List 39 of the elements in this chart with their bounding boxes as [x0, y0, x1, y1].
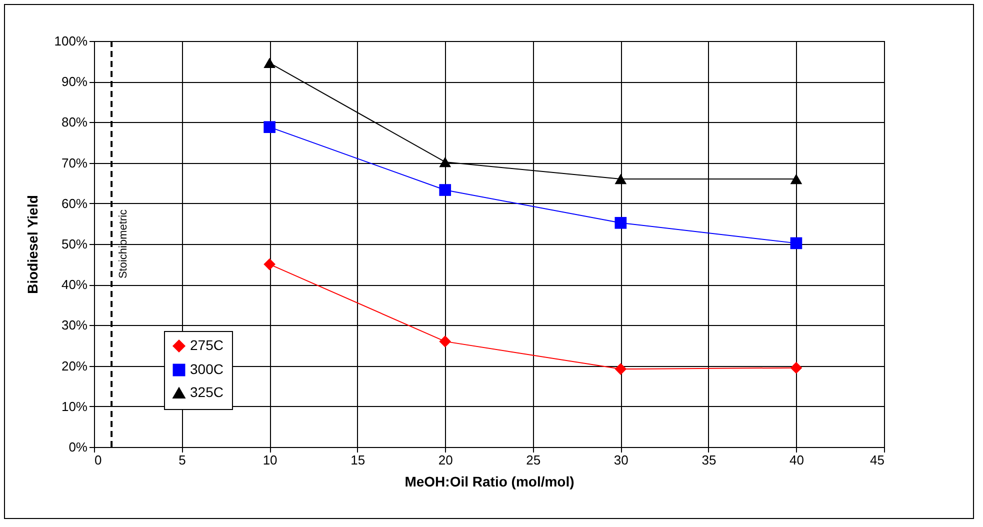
- point: [264, 58, 276, 68]
- y-tick-label: 100%: [54, 34, 88, 48]
- y-tick-label: 60%: [61, 196, 88, 211]
- x-tick-label: 20: [438, 452, 453, 468]
- y-tick-label: 70%: [61, 155, 88, 170]
- point: [264, 258, 276, 270]
- x-tick-label: 40: [789, 452, 804, 468]
- point: [790, 174, 802, 184]
- point: [439, 184, 452, 196]
- legend-label: 275C: [190, 337, 224, 353]
- x-tick-label: 45: [870, 452, 884, 468]
- point: [614, 174, 627, 184]
- y-tick-label: 40%: [61, 277, 88, 292]
- x-tick-label: 15: [350, 452, 366, 468]
- y-tick-label: 20%: [61, 358, 88, 374]
- ref-line-label: Stoichiometric: [118, 208, 130, 279]
- point: [264, 121, 276, 133]
- x-tick-label: 5: [178, 452, 186, 468]
- legend-label: 325C: [190, 384, 224, 400]
- legend-label: 300C: [190, 361, 224, 377]
- x-tick-label: 10: [262, 452, 278, 468]
- y-tick-label: 50%: [61, 236, 88, 252]
- point: [439, 336, 452, 348]
- x-tick-label: 0: [94, 452, 102, 468]
- y-tick-label: 90%: [61, 74, 88, 90]
- point: [790, 237, 802, 250]
- y-tick-label: 30%: [61, 318, 88, 333]
- x-axis-title: MeOH:Oil Ratio (mol/mol): [404, 474, 574, 490]
- x-tick-label: 30: [614, 452, 628, 468]
- y-tick-label: 80%: [61, 114, 88, 130]
- point: [790, 362, 802, 374]
- y-tick-label: 10%: [61, 398, 88, 414]
- x-tick-label: 25: [526, 452, 541, 468]
- x-tick-label: 35: [702, 452, 716, 468]
- y-axis-title: Biodiesel Yield: [24, 195, 40, 294]
- point: [614, 216, 627, 229]
- point: [614, 363, 627, 375]
- point: [439, 156, 452, 168]
- y-tick-label: 0%: [68, 440, 88, 454]
